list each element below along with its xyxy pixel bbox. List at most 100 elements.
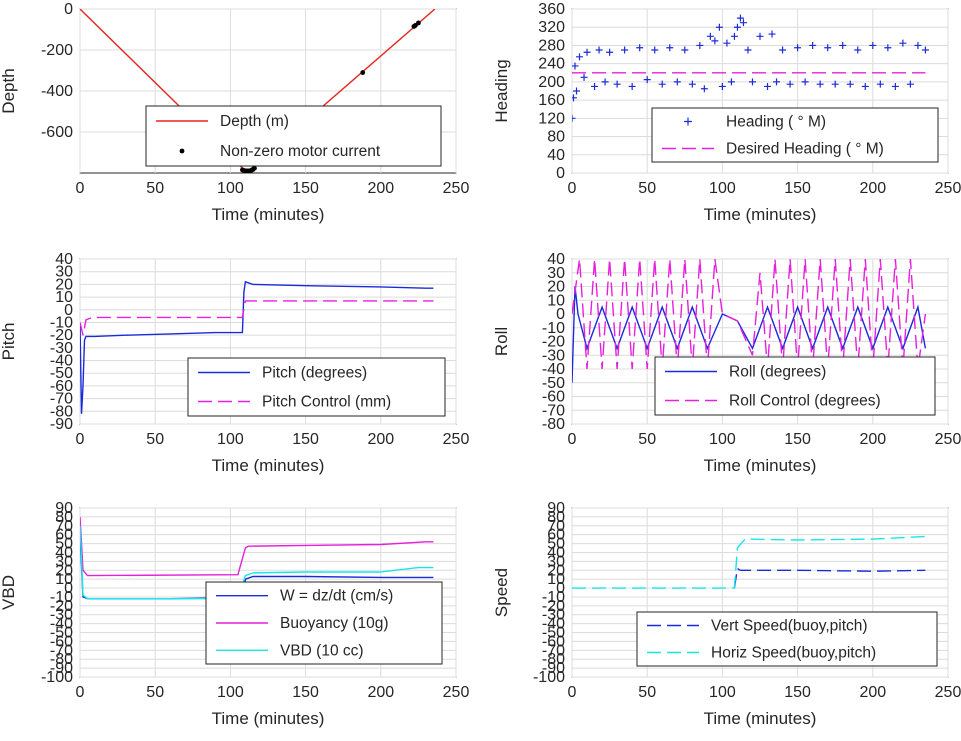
pitch-legend-label: Pitch (degrees) <box>262 365 367 382</box>
heading-series-0-point <box>921 46 929 54</box>
speed-xlabel: Time (minutes) <box>704 709 817 728</box>
heading-series-0-point <box>621 46 629 54</box>
roll-series-1-line <box>572 259 927 370</box>
vbd-ytick-label: 30 <box>55 553 73 570</box>
depth-xtick-label: 150 <box>292 180 319 197</box>
speed-legend-box <box>636 611 938 667</box>
heading-xtick-label: 250 <box>935 180 961 197</box>
heading-xtick-label: 200 <box>859 180 886 197</box>
heading-series-0-point <box>764 82 772 90</box>
roll-ytick-label: -70 <box>542 402 565 419</box>
heading-series-0-point <box>666 44 674 52</box>
vbd-xtick-label: 50 <box>146 684 164 701</box>
heading-series-0-point <box>595 46 603 54</box>
heading-series-0-point <box>773 78 781 86</box>
heading-series-0-point <box>824 44 832 52</box>
depth-ytick-label: -600 <box>41 124 73 141</box>
depth-legend-label: Depth (m) <box>220 113 289 130</box>
pitch-ylabel: Pitch <box>0 323 18 361</box>
depth-xtick-label: 250 <box>443 180 470 197</box>
speed-ytick-label: -70 <box>542 642 565 659</box>
heading-ylabel: Heading <box>492 59 511 122</box>
roll-legend-label: Roll (degrees) <box>729 364 826 381</box>
heading-series-0-point <box>673 78 681 86</box>
depth-chart: 0 50 100 150 200 250 0 -200 -400 -600 Time (minute… <box>0 1 469 224</box>
roll-ytick-label: 30 <box>547 265 565 282</box>
pitch-ytick-label: -80 <box>50 403 73 420</box>
roll-ytick-label: 20 <box>547 279 565 296</box>
heading-series-0-point <box>891 82 899 90</box>
heading-series-0-point <box>899 39 907 47</box>
pitch-ytick-label: 10 <box>55 289 73 306</box>
vbd-ytick-label: -100 <box>41 669 73 686</box>
speed-ylabel: Speed <box>492 568 511 617</box>
roll-xlabel: Time (minutes) <box>704 456 817 475</box>
heading-legend: Heading ( ° M) Desired Heading ( ° M) <box>651 107 939 163</box>
speed-ytick-label: 40 <box>547 544 565 561</box>
vbd-ytick-label: -90 <box>50 660 73 677</box>
vbd-ytick-label: -40 <box>50 616 73 633</box>
heading-ytick-label: 320 <box>538 19 565 36</box>
heading-series-0-point <box>831 80 839 88</box>
speed-ytick-label: -60 <box>542 633 565 650</box>
vbd-xtick-label: 250 <box>443 684 470 701</box>
speed-ytick-label: 0 <box>556 580 565 597</box>
heading-xtick-label: 100 <box>709 180 736 197</box>
depth-legend-box <box>145 105 442 167</box>
pitch-ytick-label: 20 <box>55 276 73 293</box>
pitch-ytick-label: 30 <box>55 264 73 281</box>
heading-series-0-point <box>723 39 731 47</box>
vbd-ytick-label: 80 <box>55 509 73 526</box>
heading-series-0-point <box>651 46 659 54</box>
heading-series-0-point <box>748 78 756 86</box>
heading-series-0-point <box>786 80 794 88</box>
speed-ytick-label: 10 <box>547 571 565 588</box>
heading-series-0-point <box>809 41 817 49</box>
vbd-ytick-label: 70 <box>55 518 73 535</box>
heading-series-0-point <box>681 46 689 54</box>
pitch-legend-label: Pitch Control (mm) <box>262 394 391 411</box>
roll-ytick-label: -60 <box>542 389 565 406</box>
speed-ytick-label: -20 <box>542 598 565 615</box>
vbd-legend-label: W = dz/dt (cm/s) <box>280 588 393 605</box>
heading-series-0-point <box>613 80 621 88</box>
speed-ytick-label: 20 <box>547 562 565 579</box>
heading-series-0-point <box>846 80 854 88</box>
heading-series-0-point <box>572 94 578 102</box>
roll-ytick-label: -30 <box>542 347 565 364</box>
heading-series-0-point <box>580 73 588 81</box>
pitch-ytick-label: -30 <box>50 340 73 357</box>
roll-ytick-label: -10 <box>542 320 565 337</box>
heading-series-0-point <box>711 37 719 45</box>
speed-xtick-label: 150 <box>784 684 811 701</box>
roll-xtick-label: 50 <box>638 431 656 448</box>
heading-series-0-point <box>696 41 704 49</box>
heading-series-0-point <box>768 30 776 38</box>
heading-series-0-point <box>739 19 747 27</box>
pitch-xlabel: Time (minutes) <box>212 456 325 475</box>
depth-legend: Depth (m) Non-zero motor current <box>145 105 442 167</box>
roll-xtick-label: 250 <box>935 431 961 448</box>
speed-ytick-label: 30 <box>547 553 565 570</box>
roll-ytick-label: 40 <box>547 251 565 268</box>
speed-series-0-line <box>733 567 926 589</box>
vbd-ytick-label: -50 <box>50 625 73 642</box>
speed-xtick-label: 250 <box>935 684 961 701</box>
vbd-xtick-label: 150 <box>292 684 319 701</box>
heading-series-0-point <box>727 78 735 86</box>
heading-ytick-label: 40 <box>547 147 565 164</box>
heading-series-0-point <box>715 23 723 31</box>
vbd-ylabel: VBD <box>0 575 18 610</box>
roll-legend-box <box>654 356 936 416</box>
vbd-ytick-label: 50 <box>55 536 73 553</box>
heading-xtick-label: 0 <box>568 180 577 197</box>
speed-ytick-label: -90 <box>542 660 565 677</box>
pitch-ytick-label: -60 <box>50 378 73 395</box>
depth-series-1-point <box>252 165 257 171</box>
depth-series-1-point <box>416 20 421 26</box>
pitch-ytick-label: -70 <box>50 391 73 408</box>
vbd-ytick-label: -60 <box>50 633 73 650</box>
heading-series-0-point <box>744 46 752 54</box>
heading-series-0-point <box>756 32 764 40</box>
vbd-legend-label: VBD (10 cc) <box>280 642 364 659</box>
